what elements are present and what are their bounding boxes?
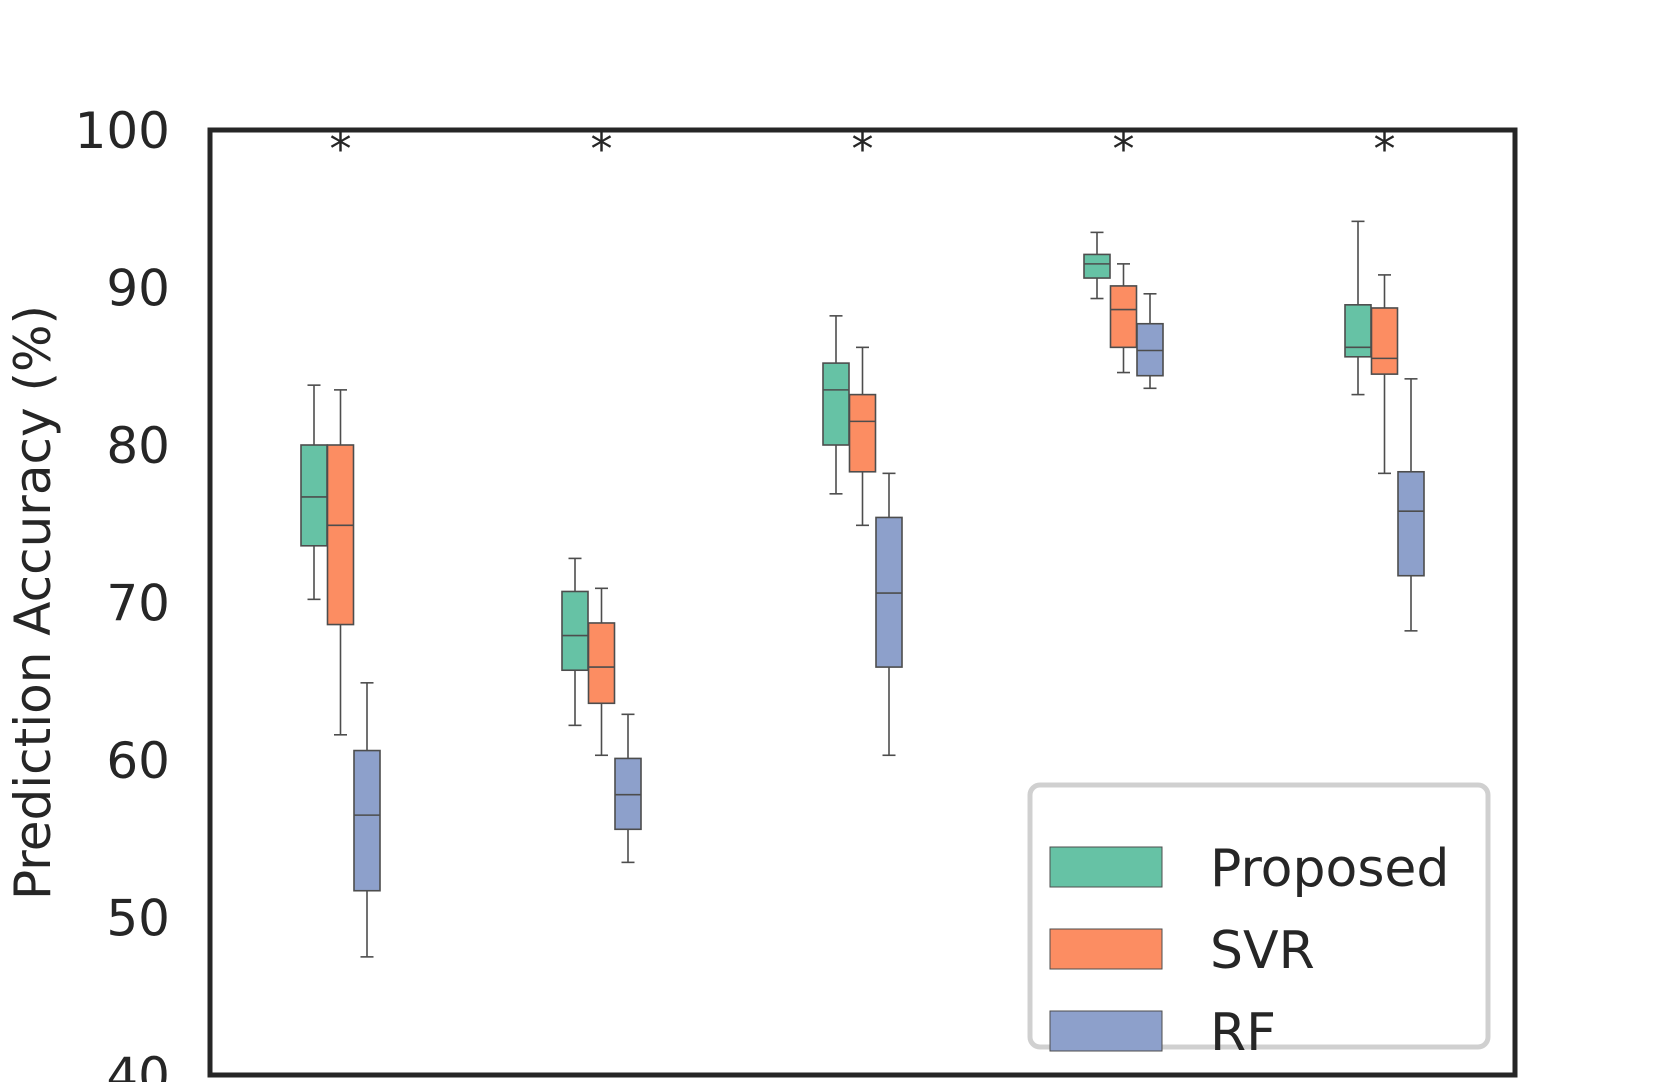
box-plot-series	[300, 220, 1425, 958]
legend-label: SVR	[1210, 921, 1315, 981]
box-rf	[353, 682, 381, 958]
iqr-box	[300, 444, 328, 547]
iqr-box	[848, 393, 877, 473]
y-tick-label: 100	[75, 102, 170, 160]
y-tick-label: 50	[106, 890, 170, 948]
box-svr	[326, 389, 355, 736]
box-proposed	[300, 384, 328, 601]
y-tick-label: 60	[106, 732, 170, 790]
significance-markers: * * * * *	[330, 124, 1396, 175]
iqr-box	[822, 362, 850, 446]
box-group	[822, 315, 903, 757]
box-rf	[875, 472, 903, 757]
y-tick-label: 70	[106, 575, 170, 633]
significance-marker: *	[1374, 124, 1396, 175]
plot-frame	[207, 127, 1518, 1078]
legend-item-rf: RF	[1049, 1003, 1276, 1063]
y-tick-label: 80	[106, 417, 170, 475]
box-svr	[848, 346, 877, 527]
box-group	[300, 384, 381, 958]
box-group	[561, 557, 642, 864]
y-axis: 40 50 60 70 80 90 100	[75, 102, 170, 1082]
significance-marker: *	[330, 124, 352, 175]
box-rf	[1397, 378, 1425, 632]
box-proposed	[1083, 231, 1111, 300]
significance-marker: *	[591, 124, 613, 175]
legend-label: Proposed	[1210, 839, 1449, 899]
iqr-box	[326, 444, 355, 626]
iqr-box	[1109, 285, 1138, 349]
iqr-box	[353, 749, 381, 892]
y-tick-label: 90	[106, 260, 170, 318]
iqr-box	[1344, 304, 1372, 358]
box-group	[1344, 220, 1425, 632]
legend-swatch	[1049, 1010, 1163, 1052]
significance-marker: *	[1113, 124, 1135, 175]
significance-marker: *	[852, 124, 874, 175]
box-svr	[1109, 263, 1138, 374]
y-tick-label: 40	[106, 1047, 170, 1082]
legend-swatch	[1049, 928, 1163, 970]
box-group	[1083, 231, 1164, 390]
box-proposed	[822, 315, 850, 495]
box-rf	[1136, 292, 1164, 390]
legend-item-svr: SVR	[1049, 921, 1315, 981]
legend-label: RF	[1210, 1003, 1276, 1063]
iqr-box	[587, 622, 616, 705]
y-axis-label: Prediction Accuracy (%)	[4, 305, 62, 900]
iqr-box	[1370, 307, 1399, 375]
legend: Proposed SVR RF	[1027, 782, 1491, 1063]
legend-item-proposed: Proposed	[1049, 839, 1449, 899]
iqr-box	[1083, 253, 1111, 279]
iqr-box	[561, 590, 589, 672]
iqr-box	[1397, 470, 1425, 577]
box-proposed	[561, 557, 589, 727]
box-svr	[1370, 274, 1399, 475]
box-rf	[614, 713, 642, 864]
box-svr	[587, 587, 616, 757]
legend-swatch	[1049, 846, 1163, 888]
